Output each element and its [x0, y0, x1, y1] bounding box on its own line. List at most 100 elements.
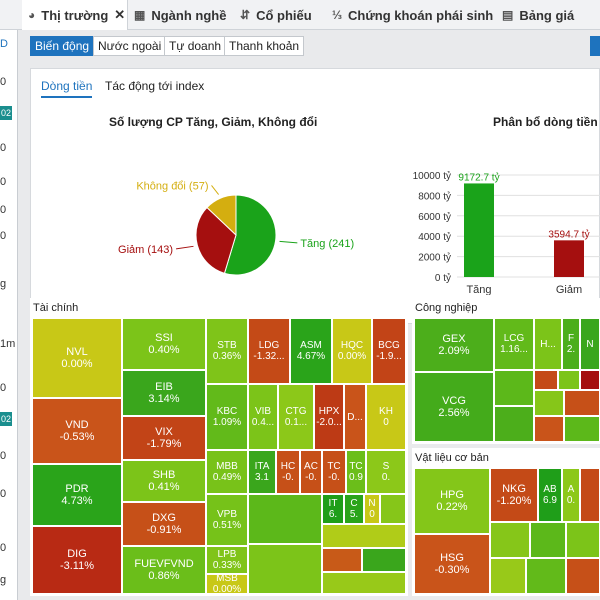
treemap-cell[interactable]: TC 0.9	[346, 450, 366, 494]
treemap-cell[interactable]: EIB 3.14%	[122, 370, 206, 416]
treemap-cell[interactable]: H...	[534, 318, 562, 370]
ticker-symbol: LDG	[258, 340, 280, 351]
treemap-cell[interactable]	[534, 370, 558, 390]
treemap-cell[interactable]: VND -0.53%	[32, 398, 122, 464]
treemap-cell[interactable]: FUEVFVND 0.86%	[122, 546, 206, 594]
treemap-cell[interactable]	[580, 370, 600, 390]
treemap-cell[interactable]	[490, 522, 530, 558]
treemap-cell[interactable]: TC -0.	[322, 450, 346, 494]
subtab-tu-doanh[interactable]: Tự doanh	[164, 36, 227, 56]
treemap-cell[interactable]	[566, 522, 600, 558]
pie-slice-tang[interactable]	[223, 194, 277, 276]
subtab-nuoc-ngoai[interactable]: Nước ngoài	[93, 36, 167, 56]
treemap-cell[interactable]: MSB 0.00%	[206, 574, 248, 594]
pie-slice-khong-doi[interactable]	[206, 194, 237, 237]
treemap-cell[interactable]: KBC 1.09%	[206, 384, 248, 450]
treemap-cell[interactable]: HQC 0.00%	[332, 318, 372, 384]
treemap-cell[interactable]: AB 6.9	[538, 468, 562, 522]
left-strip-badge: 02	[0, 412, 12, 426]
treemap-cell[interactable]: ASM 4.67%	[290, 318, 332, 384]
treemap-cell[interactable]	[248, 544, 322, 594]
treemap-cell[interactable]	[558, 370, 580, 390]
tab-label: Cổ phiếu	[256, 7, 312, 23]
treemap-cell[interactable]: LDG -1.32...	[248, 318, 290, 384]
treemap-cell[interactable]: N	[580, 318, 600, 370]
panel-action-button[interactable]	[590, 36, 600, 56]
tab-label: Ngành nghề	[151, 7, 227, 23]
ticker-symbol: MBB	[216, 461, 238, 472]
tab-nganh-nghe[interactable]: ▦ Ngành nghề	[134, 0, 226, 30]
treemap-cell[interactable]: PDR 4.73%	[32, 464, 122, 526]
treemap-cell[interactable]	[494, 406, 534, 442]
treemap-cell[interactable]	[322, 548, 362, 572]
ticker-symbol: TC	[327, 461, 341, 472]
treemap-cell[interactable]: HC -0.	[276, 450, 300, 494]
treemap-cell[interactable]: VPB 0.51%	[206, 494, 248, 546]
treemap-cell[interactable]: HPG 0.22%	[414, 468, 490, 534]
treemap-cell[interactable]: IT 6.	[322, 494, 344, 524]
treemap-cell[interactable]	[490, 558, 526, 594]
treemap-cell[interactable]	[494, 370, 534, 406]
treemap-cell[interactable]: KH 0	[366, 384, 406, 450]
treemap-cell[interactable]	[322, 524, 406, 548]
bar-giam[interactable]	[554, 240, 584, 277]
treemap-cell[interactable]	[530, 522, 566, 558]
tab-thi-truong[interactable]: ◕ Thị trường ✕	[22, 0, 128, 30]
treemap-cell[interactable]	[322, 572, 406, 594]
treemap-cell[interactable]: LCG 1.16...	[494, 318, 534, 370]
pie-label-khong-doi: Không đổi (57)	[136, 180, 208, 192]
tab-dong-tien[interactable]: Dòng tiền	[41, 79, 93, 98]
treemap-cell[interactable]: VCG 2.56%	[414, 372, 494, 442]
treemap-cell[interactable]	[248, 494, 322, 544]
tab-co-phieu[interactable]: ⇵ Cổ phiếu	[240, 0, 312, 30]
treemap-cell[interactable]: DIG -3.11%	[32, 526, 122, 594]
treemap-cell[interactable]: ITA 3.1	[248, 450, 276, 494]
treemap-cell[interactable]: MBB 0.49%	[206, 450, 248, 494]
treemap-cell[interactable]	[534, 416, 564, 442]
treemap-cell[interactable]: STB 0.36%	[206, 318, 248, 384]
treemap-cell[interactable]: BCG -1.9...	[372, 318, 406, 384]
bar-category-label: Giảm	[556, 284, 582, 295]
treemap-cell[interactable]	[380, 494, 406, 524]
bar-ytick-label: 0 tỷ	[435, 272, 451, 284]
pie-leader-line	[176, 245, 194, 250]
subtab-bien-dong[interactable]: Biến động	[30, 36, 95, 56]
ticker-symbol: VPB	[216, 509, 237, 520]
treemap-cell[interactable]: SSI 0.40%	[122, 318, 206, 370]
subtab-thanh-khoan[interactable]: Thanh khoản	[224, 36, 305, 56]
treemap-cell[interactable]: NKG -1.20%	[490, 468, 538, 522]
treemap-cell[interactable]: AC -0.	[300, 450, 322, 494]
tab-chung-khoan-phai-sinh[interactable]: ⅓ Chứng khoán phái sinh	[332, 0, 493, 30]
tab-tac-dong-toi-index[interactable]: Tác động tới index	[105, 79, 205, 93]
treemap-cell[interactable]: VIB 0.4...	[248, 384, 278, 450]
treemap-cell[interactable]: DXG -0.91%	[122, 502, 206, 546]
treemap-cell[interactable]: VIX -1.79%	[122, 416, 206, 460]
pie-slice-giam[interactable]	[195, 206, 237, 274]
treemap-cell[interactable]	[580, 468, 600, 522]
treemap-cell[interactable]	[564, 416, 600, 442]
left-strip-badge: 02	[0, 106, 12, 120]
treemap-cell[interactable]: LPB 0.33%	[206, 546, 248, 574]
treemap-cell[interactable]: NVL 0.00%	[32, 318, 122, 398]
bar-ytick-label: 6000 tỷ	[418, 211, 451, 223]
treemap-cell[interactable]	[362, 548, 406, 572]
treemap-cell[interactable]: S 0.	[366, 450, 406, 494]
treemap-cell[interactable]: A 0.	[562, 468, 580, 522]
treemap-cell[interactable]: F 2.	[562, 318, 580, 370]
treemap-cell[interactable]	[566, 558, 600, 594]
treemap-cell[interactable]	[534, 390, 564, 416]
close-icon[interactable]: ✕	[114, 7, 126, 22]
treemap-cell[interactable]: GEX 2.09%	[414, 318, 494, 372]
ticker-change: 6.	[328, 509, 338, 520]
treemap-cell[interactable]	[564, 390, 600, 416]
treemap-cell[interactable]	[526, 558, 566, 594]
bar-tang[interactable]	[464, 183, 494, 277]
treemap-cell[interactable]: D...	[344, 384, 366, 450]
treemap-cell[interactable]: C 5.	[344, 494, 364, 524]
tab-bang-gia[interactable]: ▤ Bảng giá	[502, 0, 574, 30]
treemap-cell[interactable]: HPX -2.0...	[314, 384, 344, 450]
treemap-cell[interactable]: CTG 0.1...	[278, 384, 314, 450]
treemap-cell[interactable]: HSG -0.30%	[414, 534, 490, 594]
treemap-cell[interactable]: SHB 0.41%	[122, 460, 206, 502]
